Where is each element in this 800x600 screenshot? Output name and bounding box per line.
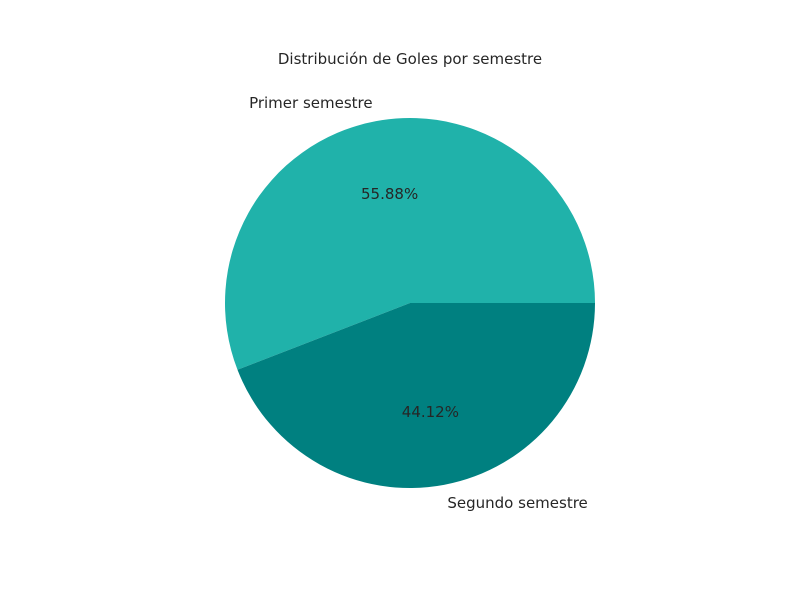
pie-labels: Primer semestre 55.88% Segundo semestre 44.…: [249, 94, 588, 512]
slice-percent-label: 44.12%: [402, 403, 459, 421]
chart-title: Distribución de Goles por semestre: [278, 50, 542, 68]
slice-category-label: Primer semestre: [249, 94, 373, 112]
slice-category-label: Segundo semestre: [447, 494, 587, 512]
pie-slice: [237, 303, 595, 489]
pie-slice: [225, 118, 595, 370]
pie-slices: [225, 118, 595, 489]
slice-percent-label: 55.88%: [361, 185, 418, 203]
